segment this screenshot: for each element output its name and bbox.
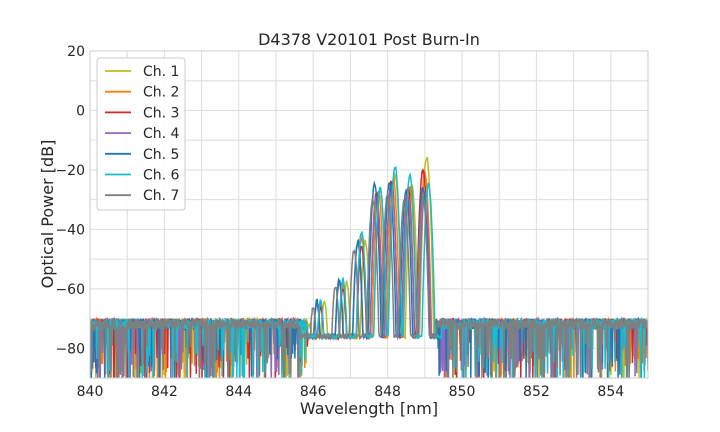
x-axis-label: Wavelength [nm] [300,399,438,418]
y-tick-label: 0 [76,103,85,119]
x-tick-label: 848 [374,384,401,400]
x-tick-labels: 840 842 844 846 848 850 852 854 [77,384,625,400]
legend-label: Ch. 1 [143,64,179,80]
x-tick-label: 842 [151,384,178,400]
x-tick-label: 846 [300,384,327,400]
y-tick-label: −40 [55,222,85,238]
y-tick-label: −60 [55,282,85,298]
legend-box [96,57,186,211]
legend: Ch. 1 Ch. 2 Ch. 3 Ch. 4 Ch. 5 Ch. 6 Ch. 7 [96,57,186,211]
y-tick-label: 20 [67,44,85,60]
x-tick-label: 840 [77,384,104,400]
y-tick-labels: 20 0 −20 −40 −60 −80 [55,44,85,357]
traces [90,156,648,378]
x-tick-label: 850 [449,384,476,400]
x-tick-label: 844 [225,384,252,400]
chart-title: D4378 V20101 Post Burn-In [258,30,480,49]
legend-label: Ch. 5 [143,147,179,163]
legend-label: Ch. 7 [143,188,179,204]
legend-label: Ch. 4 [143,126,180,142]
plot-frame [89,50,649,379]
legend-label: Ch. 6 [143,168,180,184]
y-tick-label: −20 [55,163,85,179]
y-tick-label: −80 [55,341,85,357]
legend-label: Ch. 3 [143,105,179,121]
x-tick-label: 854 [597,384,624,400]
series-line-7 [90,193,648,378]
y-axis-label: Optical Power [dB] [38,140,57,289]
x-tick-label: 852 [523,384,550,400]
legend-label: Ch. 2 [143,85,179,101]
